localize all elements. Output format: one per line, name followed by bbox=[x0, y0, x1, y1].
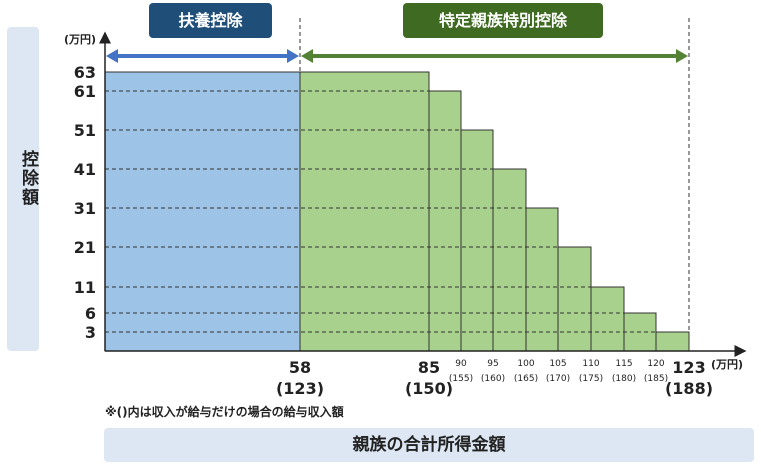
y-tick-label-11: 11 bbox=[74, 278, 96, 297]
x-tick-label-100: 100 bbox=[517, 359, 534, 369]
x-tick-sublabel-110: (175) bbox=[579, 374, 603, 384]
y-tick-label-41: 41 bbox=[74, 160, 96, 179]
x-tick-sublabel-90: (155) bbox=[449, 374, 473, 384]
x-tick-sublabel-120: (185) bbox=[644, 374, 668, 384]
x-tick-label-115: 115 bbox=[615, 359, 632, 369]
footnote: ※()内は収入が給与だけの場合の給与収入額 bbox=[105, 405, 344, 419]
x-tick-sublabel-95: (160) bbox=[481, 374, 505, 384]
x-tick-label-105: 105 bbox=[549, 359, 566, 369]
y-axis-label: 控除額 bbox=[18, 150, 38, 207]
x-tick-label-85: 85 bbox=[418, 358, 440, 377]
bar-tokutei-4 bbox=[525, 207, 559, 352]
bar-tokutei-2 bbox=[460, 129, 494, 352]
x-tick-sublabel-85: (150) bbox=[405, 379, 453, 398]
fuyou-range-arrow-head-left bbox=[106, 49, 118, 63]
x-tick-label-123: 123 bbox=[672, 358, 705, 377]
tokutei-range-arrow-head-right bbox=[676, 49, 688, 63]
bar-tokutei-6 bbox=[590, 286, 625, 352]
y-tick-label-51: 51 bbox=[74, 121, 96, 140]
y-tick-label-61: 61 bbox=[74, 82, 96, 101]
x-tick-sublabel-105: (170) bbox=[546, 374, 570, 384]
bar-tokutei-8 bbox=[655, 331, 690, 352]
x-tick-sublabel-115: (180) bbox=[612, 374, 636, 384]
x-tick-label-110: 110 bbox=[582, 359, 599, 369]
y-tick-label-31: 31 bbox=[74, 199, 96, 218]
x-axis-label: 親族の合計所得金額 bbox=[352, 435, 506, 455]
tokutei-banner: 特定親族特別控除 bbox=[403, 3, 603, 38]
x-tick-label-90: 90 bbox=[455, 359, 467, 369]
y-tick-label-6: 6 bbox=[85, 304, 96, 323]
x-tick-sublabel-123: (188) bbox=[665, 379, 713, 398]
x-axis-unit: (万円) bbox=[711, 358, 743, 371]
bar-tokutei-5 bbox=[557, 246, 592, 352]
tokutei-range-arrow-head-left bbox=[301, 49, 313, 63]
x-tick-sublabel-100: (165) bbox=[514, 374, 538, 384]
y-axis-label-box bbox=[7, 27, 39, 351]
y-tick-label-63: 63 bbox=[74, 63, 96, 82]
x-tick-label-120: 120 bbox=[647, 359, 664, 369]
y-axis-unit: (万円) bbox=[64, 33, 96, 46]
x-tick-label-95: 95 bbox=[487, 359, 498, 369]
x-tick-sublabel-58: (123) bbox=[276, 379, 324, 398]
y-tick-label-21: 21 bbox=[74, 238, 96, 257]
fuyou-range-arrow-head-right bbox=[287, 49, 299, 63]
bar-fuyou-0 bbox=[104, 71, 301, 352]
x-tick-label-58: 58 bbox=[289, 358, 311, 377]
y-tick-label-3: 3 bbox=[85, 323, 96, 342]
bar-tokutei-3 bbox=[492, 168, 527, 352]
bar-tokutei-0 bbox=[299, 71, 430, 352]
fuyou-banner: 扶養控除 bbox=[149, 3, 272, 38]
x-axis-label-box bbox=[104, 428, 754, 462]
